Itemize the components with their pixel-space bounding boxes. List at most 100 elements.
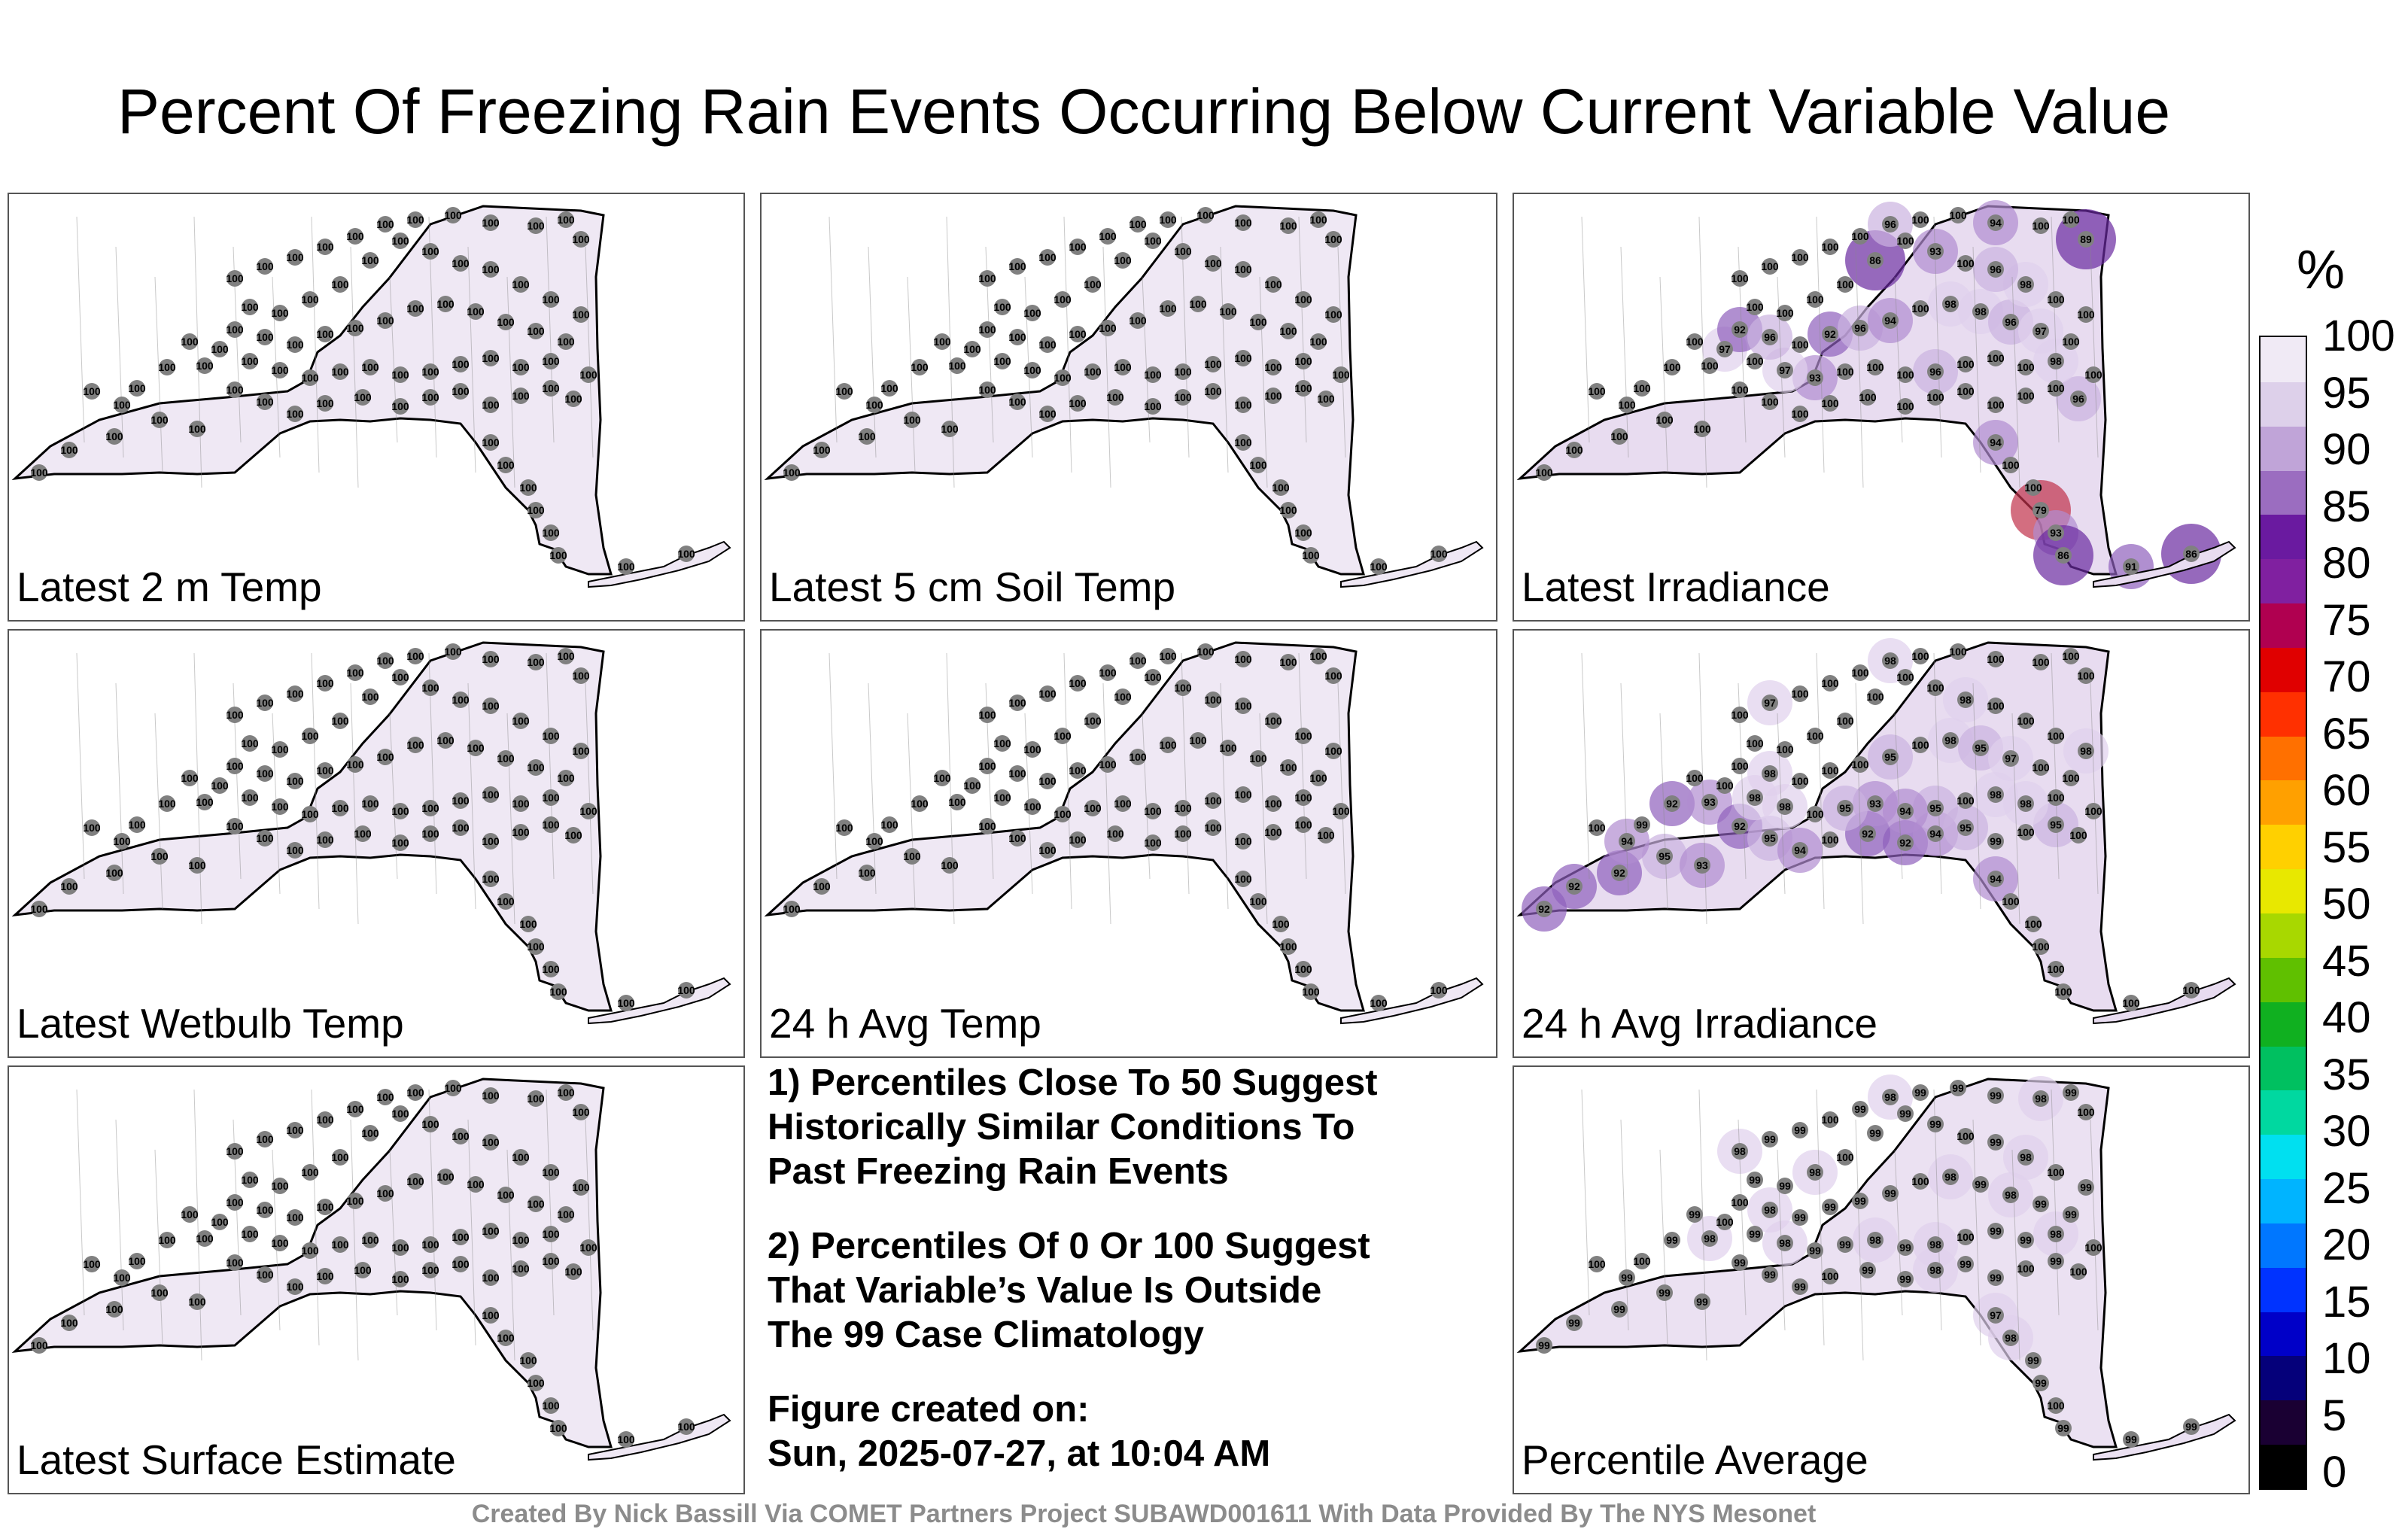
station-marker: 100 bbox=[527, 323, 545, 339]
county-line bbox=[311, 652, 320, 910]
station-value: 100 bbox=[1069, 397, 1087, 409]
station-marker: 100 bbox=[436, 1169, 455, 1185]
station-value: 100 bbox=[557, 772, 575, 784]
station-value: 100 bbox=[1588, 1258, 1606, 1270]
county-line bbox=[350, 1119, 359, 1361]
station-marker: 100 bbox=[1911, 737, 1929, 753]
station-value: 86 bbox=[2185, 548, 2197, 560]
station-marker: 100 bbox=[1896, 398, 1914, 415]
station-value: 99 bbox=[1696, 1296, 1708, 1308]
station-marker: 96 bbox=[2070, 391, 2087, 407]
station-marker: 100 bbox=[60, 878, 78, 895]
station-dot bbox=[31, 464, 47, 481]
station-marker: 100 bbox=[30, 1337, 48, 1354]
station-value: 100 bbox=[391, 1242, 409, 1254]
station-dot bbox=[1039, 685, 1056, 702]
station-value: 100 bbox=[579, 369, 597, 381]
station-value: 100 bbox=[2002, 895, 2020, 907]
station-marker: 100 bbox=[451, 383, 470, 400]
station-value: 99 bbox=[1862, 1264, 1874, 1276]
station-dot bbox=[573, 306, 589, 323]
station-marker: 100 bbox=[880, 380, 898, 397]
county-line bbox=[2051, 216, 2060, 443]
station-marker: 99 bbox=[1762, 1131, 1778, 1147]
station-dot bbox=[1370, 995, 1387, 1011]
station-marker: 100 bbox=[241, 353, 259, 369]
station-dot bbox=[1107, 389, 1123, 406]
station-dot bbox=[1852, 1193, 1868, 1209]
station-marker: 98 bbox=[2002, 1187, 2019, 1203]
station-marker: 100 bbox=[2084, 366, 2102, 383]
station-dot bbox=[1732, 707, 1748, 723]
station-value: 100 bbox=[128, 382, 146, 394]
station-dot bbox=[1175, 679, 1191, 696]
station-dot bbox=[573, 231, 589, 248]
station-marker: 98 bbox=[1957, 692, 1974, 708]
station-dot bbox=[61, 878, 78, 895]
station-marker: 100 bbox=[2062, 211, 2080, 228]
station-dot bbox=[1716, 341, 1733, 357]
station-value: 100 bbox=[105, 1303, 123, 1315]
station-value: 99 bbox=[1854, 1103, 1866, 1115]
station-value: 100 bbox=[256, 832, 274, 844]
station-marker: 100 bbox=[301, 806, 319, 822]
station-dot bbox=[2055, 1420, 2072, 1436]
station-value: 100 bbox=[421, 366, 439, 378]
station-value: 99 bbox=[1613, 1303, 1625, 1315]
station-marker: 92 bbox=[1822, 326, 1838, 342]
station-value: 100 bbox=[549, 1422, 567, 1434]
station-value: 100 bbox=[1791, 251, 1809, 263]
station-marker: 100 bbox=[1234, 350, 1252, 366]
station-marker: 100 bbox=[1806, 291, 1824, 308]
station-value: 99 bbox=[1899, 1273, 1911, 1285]
station-marker: 100 bbox=[572, 667, 590, 684]
station-value: 100 bbox=[880, 819, 898, 831]
station-value: 100 bbox=[813, 444, 831, 456]
station-value: 100 bbox=[113, 1272, 131, 1284]
station-dot bbox=[242, 299, 258, 315]
station-dot bbox=[1009, 695, 1026, 711]
station-marker: 100 bbox=[948, 794, 966, 810]
station-value: 100 bbox=[858, 430, 876, 442]
county-line bbox=[1816, 216, 1825, 473]
station-dot bbox=[949, 357, 965, 374]
station-value: 100 bbox=[564, 393, 582, 405]
station-marker: 94 bbox=[1882, 312, 1899, 329]
station-value: 99 bbox=[1689, 1208, 1701, 1220]
station-value: 93 bbox=[1704, 796, 1716, 808]
station-marker: 100 bbox=[436, 732, 455, 749]
station-marker: 100 bbox=[963, 777, 981, 794]
station-value: 100 bbox=[105, 867, 123, 879]
station-value: 100 bbox=[1332, 805, 1350, 817]
station-marker: 92 bbox=[1732, 321, 1748, 338]
station-marker: 100 bbox=[1272, 479, 1290, 496]
station-dot bbox=[1732, 321, 1748, 338]
station-value: 100 bbox=[1731, 384, 1749, 396]
station-value: 98 bbox=[1944, 1171, 1956, 1183]
station-dot bbox=[257, 258, 273, 275]
station-dot bbox=[2025, 1352, 2042, 1369]
station-value: 100 bbox=[226, 324, 244, 336]
station-dot bbox=[347, 664, 363, 681]
station-value: 100 bbox=[1069, 677, 1087, 689]
station-dot bbox=[1634, 1253, 1650, 1269]
station-value: 100 bbox=[1791, 339, 1809, 351]
station-dot bbox=[189, 1293, 205, 1310]
station-marker: 100 bbox=[1911, 1173, 1929, 1190]
station-value: 100 bbox=[2017, 390, 2035, 402]
station-dot bbox=[1957, 792, 1974, 809]
station-marker: 100 bbox=[835, 819, 853, 836]
county-line bbox=[115, 1119, 124, 1331]
station-value: 100 bbox=[978, 760, 996, 772]
station-marker: 100 bbox=[1716, 1214, 1734, 1230]
station-marker: 100 bbox=[376, 1089, 394, 1105]
station-value: 100 bbox=[1821, 397, 1839, 409]
station-marker: 100 bbox=[1851, 228, 1869, 245]
station-marker: 100 bbox=[376, 1185, 394, 1202]
station-value: 100 bbox=[421, 1264, 439, 1276]
station-dot bbox=[565, 391, 582, 407]
colorbar-step bbox=[2261, 913, 2306, 958]
station-value: 97 bbox=[2005, 752, 2017, 764]
station-marker: 100 bbox=[497, 750, 515, 767]
station-value: 100 bbox=[1791, 775, 1809, 787]
